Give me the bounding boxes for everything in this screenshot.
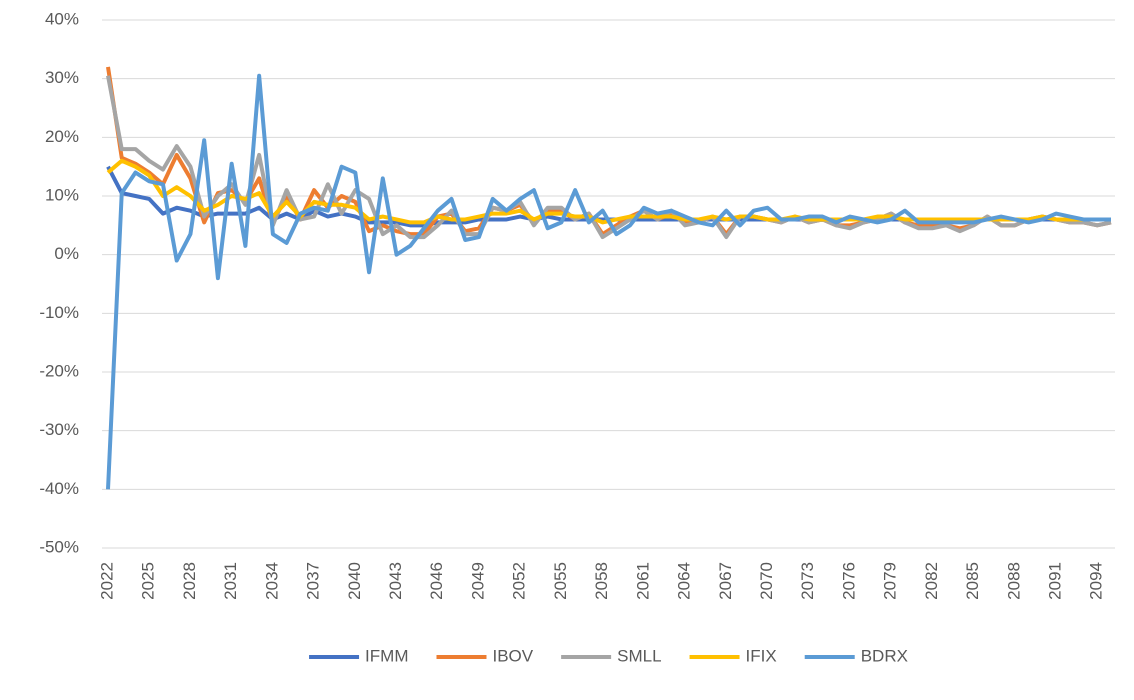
legend-label: SMLL <box>617 646 661 665</box>
y-tick-label: 40% <box>45 9 79 28</box>
x-tick-label: 2025 <box>139 562 158 600</box>
x-tick-label: 2052 <box>510 562 529 600</box>
x-tick-label: 2028 <box>180 562 199 600</box>
x-tick-label: 2046 <box>427 562 446 600</box>
y-tick-label: -40% <box>39 479 79 498</box>
x-tick-label: 2088 <box>1004 562 1023 600</box>
y-tick-label: -20% <box>39 361 79 380</box>
series-line <box>106 75 1112 240</box>
x-tick-label: 2058 <box>592 562 611 600</box>
x-tick-label: 2067 <box>716 562 735 600</box>
x-tick-label: 2049 <box>468 562 487 600</box>
x-tick-label: 2070 <box>757 562 776 600</box>
legend-label: IFIX <box>746 646 777 665</box>
x-tick-label: 2079 <box>881 562 900 600</box>
series-line <box>106 73 1111 490</box>
x-tick-label: 2037 <box>304 562 323 600</box>
legend-label: IFMM <box>365 646 408 665</box>
x-tick-label: 2073 <box>798 562 817 600</box>
y-tick-label: 20% <box>45 127 79 146</box>
x-tick-label: 2094 <box>1087 562 1106 600</box>
x-tick-label: 2061 <box>633 562 652 600</box>
y-tick-label: 10% <box>45 185 79 204</box>
y-tick-label: 30% <box>45 68 79 87</box>
y-tick-label: 0% <box>54 244 79 263</box>
x-tick-label: 2076 <box>839 562 858 600</box>
legend-label: BDRX <box>861 646 908 665</box>
x-tick-label: 2031 <box>221 562 240 600</box>
x-tick-label: 2034 <box>262 562 281 600</box>
x-tick-label: 2085 <box>963 562 982 600</box>
x-tick-label: 2043 <box>386 562 405 600</box>
x-tick-label: 2040 <box>345 562 364 600</box>
x-tick-label: 2022 <box>97 562 116 600</box>
series-line <box>106 158 1111 225</box>
y-tick-label: -10% <box>39 303 79 322</box>
y-tick-label: -30% <box>39 420 79 439</box>
x-tick-label: 2091 <box>1046 562 1065 600</box>
legend-label: IBOV <box>492 646 533 665</box>
y-tick-label: -50% <box>39 537 79 556</box>
x-tick-label: 2055 <box>551 562 570 600</box>
x-tick-label: 2082 <box>922 562 941 600</box>
x-tick-label: 2064 <box>675 562 694 600</box>
